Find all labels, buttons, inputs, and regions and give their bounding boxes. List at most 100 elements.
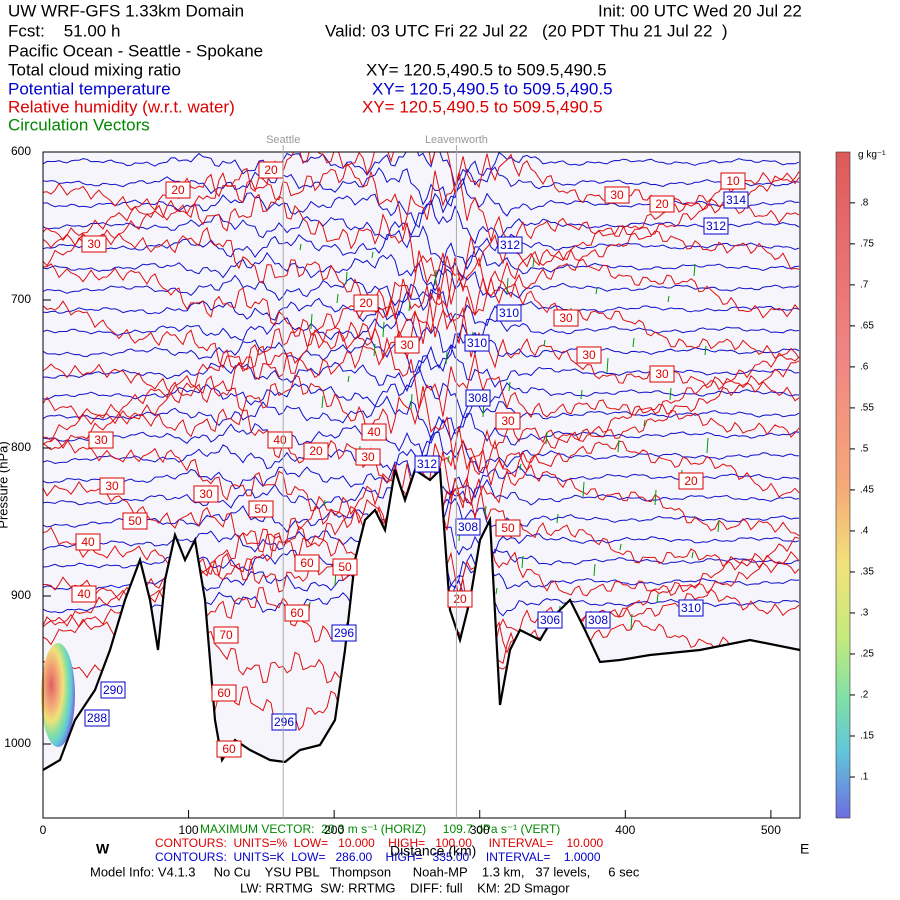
theta-contour [43, 268, 800, 307]
rh-label: 20 [309, 444, 323, 458]
theta-label: 312 [417, 457, 437, 471]
physics-info: LW: RRTMG SW: RRTMG DIFF: full KM: 2D Sm… [240, 880, 570, 895]
rh-label: 30 [655, 367, 669, 381]
rh-label: 30 [400, 338, 414, 352]
theta-contour [43, 310, 800, 354]
terrain-fill [43, 470, 800, 818]
vector [669, 387, 672, 401]
west-label: W [96, 841, 110, 857]
rh-label: 30 [199, 487, 213, 501]
rh-label-box [303, 442, 329, 460]
field-name: Potential temperature [8, 79, 171, 98]
theta-contour [43, 152, 800, 188]
rh-label-box [88, 431, 114, 449]
rh-contour [43, 277, 800, 371]
rh-label: 30 [610, 188, 624, 202]
theta-label-box [331, 624, 357, 642]
theta-label-box [414, 455, 440, 473]
theta-label: 308 [588, 613, 608, 627]
rh-label: 60 [222, 742, 236, 756]
theta-label-box [464, 334, 490, 352]
colorbar-label: .15 [860, 731, 874, 742]
rh-label-box [720, 172, 746, 190]
rh-label-box [294, 554, 320, 572]
rh-label-box [332, 558, 358, 576]
vector [704, 345, 707, 356]
rh-label-box [75, 533, 101, 551]
vector [656, 593, 659, 604]
rh-label: 50 [254, 502, 268, 516]
theta-label-box [703, 217, 729, 235]
theta-label: 312 [706, 219, 726, 233]
field-xy: XY= 120.5,490.5 to 509.5,490.5 [372, 79, 613, 98]
theta-label: 290 [103, 683, 123, 697]
x-axis-label: Distance (km) [390, 843, 476, 859]
theta-contour [43, 364, 800, 420]
rh-label: 70 [219, 628, 233, 642]
vector [545, 431, 548, 445]
colorbar-label: .6 [860, 362, 869, 373]
rh-label: 20 [359, 296, 373, 310]
vector [382, 321, 385, 338]
rh-label: 30 [582, 348, 596, 362]
theta-contour [43, 413, 800, 457]
rh-label: 20 [453, 592, 467, 606]
theta-label-box [537, 611, 563, 629]
theta-label-box [465, 389, 491, 407]
rh-label: 30 [94, 433, 108, 447]
vector [717, 519, 720, 533]
vector [508, 381, 511, 392]
rh-label: 50 [338, 560, 352, 574]
rh-label-box [353, 294, 379, 312]
vector [347, 375, 350, 383]
vector [582, 481, 585, 498]
vector [556, 513, 559, 524]
vector [593, 563, 596, 577]
model-info: Model Info: V4.1.3 No Cu YSU PBL Thompso… [90, 864, 640, 879]
rh-label-box [355, 448, 381, 466]
theta-label: 296 [274, 715, 294, 729]
theta-label: 308 [458, 520, 478, 534]
vector [667, 295, 670, 303]
theta-label: 288 [87, 711, 107, 725]
rh-contour [43, 226, 800, 318]
east-label: E [800, 841, 809, 857]
rh-label: 60 [300, 556, 314, 570]
rh-label-box [267, 431, 293, 449]
vector [434, 269, 437, 286]
rh-label-box [553, 309, 579, 327]
x-tick-label: 400 [615, 823, 635, 837]
rh-label: 40 [81, 535, 95, 549]
vector [321, 395, 324, 409]
vector [693, 263, 696, 277]
colorbar-label: .45 [860, 485, 874, 496]
max-vector: MAXIMUM VECTOR: 20.3 m s⁻¹ (HORIZ) 109.7… [200, 822, 560, 836]
y-tick-label: 900 [11, 588, 31, 602]
init-time: Init: 00 UTC Wed 20 Jul 22 [598, 1, 802, 20]
colorbar-unit: g kg⁻¹ [858, 150, 886, 161]
rh-label-box [361, 423, 387, 441]
vector [617, 439, 620, 453]
rh-label: 30 [559, 311, 573, 325]
rh-label-box [122, 512, 148, 530]
rh-label-box [71, 585, 97, 603]
y-tick-label: 1000 [4, 736, 31, 750]
y-tick-label: 600 [11, 144, 31, 158]
rh-contour [43, 336, 800, 420]
vector [580, 389, 583, 400]
subtitle: Pacific Ocean - Seattle - Spokane [8, 41, 263, 60]
colorbar-label: .35 [860, 567, 874, 578]
rh-label-box [576, 346, 602, 364]
field-name: Relative humidity (w.r.t. water) [8, 97, 235, 116]
vector [373, 343, 376, 357]
theta-contour [43, 333, 800, 373]
rh-label-box [213, 626, 239, 644]
vector [323, 499, 326, 507]
colorbar-label: .75 [860, 239, 874, 250]
theta-label: 306 [540, 613, 560, 627]
rh-label-box [248, 500, 274, 518]
rh-label-box [447, 590, 473, 608]
rh-label: 50 [128, 514, 142, 528]
theta-label-box [84, 709, 110, 727]
rh-label-box [284, 604, 310, 622]
